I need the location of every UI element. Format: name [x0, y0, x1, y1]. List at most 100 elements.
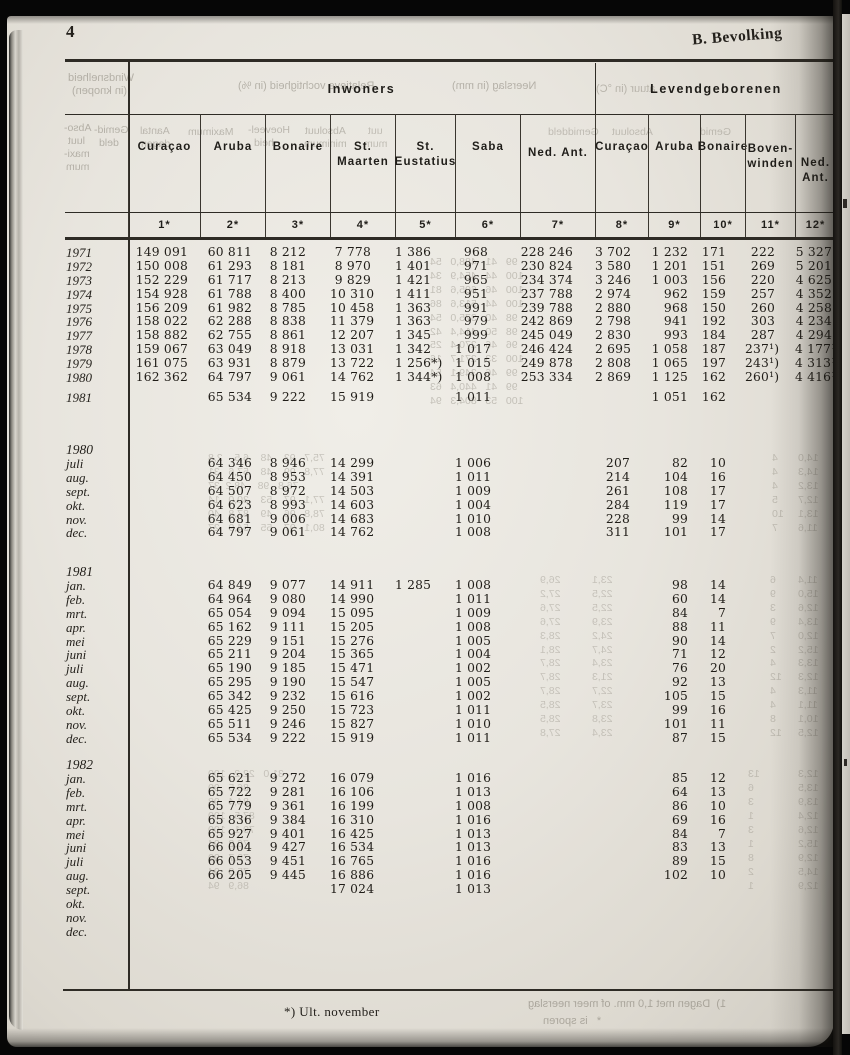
cell-col7 — [520, 704, 595, 718]
cell-col8 — [595, 593, 648, 607]
table-row: dec. 64 797 9 061 14 762 1 008 311 101 17 — [65, 526, 837, 540]
cell-col7 — [520, 457, 595, 471]
stub-header-cell — [65, 114, 128, 212]
cell-col12: 4 625 — [795, 272, 832, 287]
cell-col3: 8 879 — [269, 356, 306, 371]
cell-col3 — [265, 925, 330, 939]
cell-col10: 17 — [709, 483, 726, 498]
cell-col9: 89 — [671, 854, 688, 869]
row-label: 1979 — [66, 356, 92, 372]
cell-col6: 1 009 — [455, 483, 492, 498]
cell-col4: 15 365 — [330, 647, 375, 662]
cell-col7 — [520, 676, 595, 690]
cell-col5 — [395, 828, 455, 842]
ghost-text: * is sporen — [543, 1015, 602, 1027]
cell-col11 — [745, 855, 795, 869]
cell-col1: 156 209 — [135, 300, 188, 315]
cell-col12 — [795, 593, 835, 607]
cell-col4: 16 886 — [330, 868, 375, 883]
cell-col3: 9 185 — [269, 661, 306, 676]
cell-col2: 64 346 — [207, 456, 252, 470]
ghost-text: (in knopen) — [72, 85, 128, 97]
stub-divider-line — [128, 59, 130, 991]
cell-col6: 1 016 — [455, 771, 492, 785]
table-row: juli 66 053 9 451 16 765 1 016 89 15 — [65, 854, 837, 869]
cell-col10 — [700, 883, 745, 897]
column-header: St. Eustatius — [395, 114, 455, 212]
cell-col4: 14 911 — [330, 578, 375, 592]
cell-col2: 64 797 — [207, 370, 252, 385]
cell-col8: 3 702 — [595, 245, 632, 259]
cell-col1 — [128, 786, 200, 800]
cell-col11 — [745, 718, 795, 732]
table-row: 1977 158 882 62 755 8 861 12 207 1 345 999 245 … — [65, 328, 837, 343]
cell-col12: 4 258 — [795, 300, 832, 315]
cell-col9 — [648, 897, 700, 911]
row-label: juni — [66, 840, 87, 856]
cell-col4: 15 827 — [330, 716, 375, 731]
cell-col5: 1 411 — [395, 286, 432, 301]
cell-col6: 1 010 — [455, 511, 492, 526]
cell-col10: 151 — [701, 258, 726, 273]
cell-col3: 9 401 — [269, 826, 306, 841]
cell-col9: 84 — [671, 826, 688, 841]
cell-col9: 102 — [663, 868, 688, 883]
table-row: aug. 65 295 9 190 15 547 1 005 92 13 — [65, 675, 837, 690]
cell-col6: 951 — [463, 286, 488, 301]
cell-col8: 2 974 — [595, 286, 632, 301]
cell-col2: 65 054 — [207, 605, 252, 620]
cell-col7 — [520, 883, 595, 897]
cell-col2: 64 797 — [207, 525, 252, 540]
cell-col3: 9 111 — [269, 619, 306, 634]
cell-col4: 13 722 — [330, 356, 375, 371]
cell-col1 — [128, 485, 200, 499]
cell-col8 — [595, 704, 648, 718]
cell-col7 — [520, 513, 595, 527]
cell-col8 — [595, 772, 648, 786]
cell-col12 — [795, 635, 835, 649]
cell-col7 — [520, 911, 595, 925]
cell-col5 — [395, 786, 455, 800]
table-row: feb. 65 722 9 281 16 106 1 013 64 13 — [65, 785, 837, 800]
cell-col7 — [520, 593, 595, 607]
cell-col2: 64 450 — [207, 469, 252, 484]
cell-col2: 65 534 — [207, 389, 252, 404]
cell-col1 — [128, 471, 200, 485]
cell-col9: 92 — [671, 675, 688, 690]
cell-col6: 1 009 — [455, 605, 492, 620]
cell-col8 — [595, 732, 648, 746]
cell-col6: 1 008 — [455, 619, 492, 634]
cell-col9: 1 058 — [651, 342, 688, 357]
colnum-top-rule — [65, 212, 835, 213]
cell-col11: 260¹) — [745, 370, 780, 385]
cell-col4: 7 778 — [334, 245, 371, 259]
cell-col7 — [520, 526, 595, 540]
cell-col7 — [520, 391, 595, 405]
cell-col11 — [745, 499, 795, 513]
table-row: jan. 64 849 9 077 14 911 1 285 1 008 98 14 — [65, 578, 837, 593]
cell-col3: 9 151 — [269, 633, 306, 648]
table-row: 1979 161 075 63 931 8 879 13 722 1 256*) 1 015… — [65, 356, 841, 372]
cell-col10: 14 — [709, 578, 726, 592]
cell-col6: 1 005 — [455, 675, 492, 690]
cell-col11 — [745, 897, 795, 911]
cell-col2: 61 982 — [207, 300, 252, 315]
cell-col5 — [395, 621, 455, 635]
cell-col10: 15 — [709, 730, 726, 745]
cell-col3: 8 838 — [269, 314, 306, 329]
cell-col1 — [128, 704, 200, 718]
cell-col2: 66 053 — [207, 854, 252, 869]
cell-col3: 8 785 — [269, 300, 306, 315]
cell-col2 — [200, 911, 265, 925]
cell-col11: 257 — [750, 286, 775, 301]
row-label: sept. — [66, 483, 91, 499]
cell-col2: 65 211 — [207, 647, 252, 662]
column-number: 10* — [700, 213, 745, 237]
cell-col3: 9 094 — [269, 605, 306, 620]
cell-col3: 9 232 — [269, 689, 306, 704]
cell-col2: 66 004 — [207, 840, 252, 855]
cell-col10: 13 — [709, 675, 726, 690]
table-row: nov. 64 681 9 006 14 683 1 010 228 99 14 — [65, 511, 837, 527]
cell-col6: 1 011 — [455, 730, 492, 745]
